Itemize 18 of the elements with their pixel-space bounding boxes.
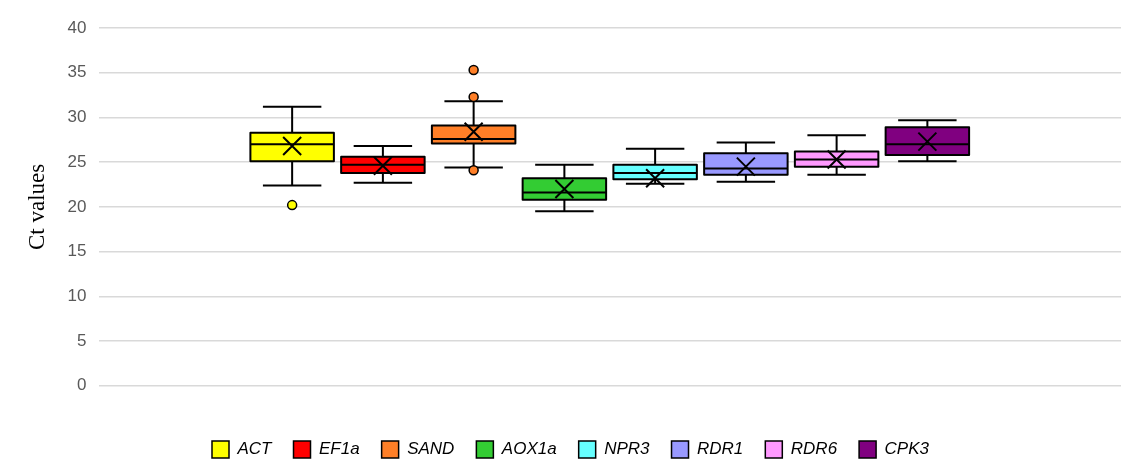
y-tick-label: 15 [67,241,87,261]
y-tick-label: 40 [67,17,87,37]
legend-label: CPK3 [884,439,930,459]
y-tick-label: 25 [67,151,87,171]
y-tick-label: 20 [67,196,87,216]
y-axis-title: Ct values [23,163,49,251]
legend-label: EF1a [319,439,360,459]
y-tick-label: 35 [67,62,87,82]
legend-label: NPR3 [604,439,651,459]
y-tick-label: 30 [67,107,87,127]
legend-label: ACT [236,439,274,459]
legend-label: RDR6 [790,439,838,459]
y-tick-label: 0 [77,375,87,395]
y-tick-label: 5 [77,330,87,350]
legend-label: AOX1a [500,439,557,459]
legend-label: SAND [407,439,455,459]
legend-label: RDR1 [697,439,744,459]
y-tick-label: 10 [67,286,87,306]
